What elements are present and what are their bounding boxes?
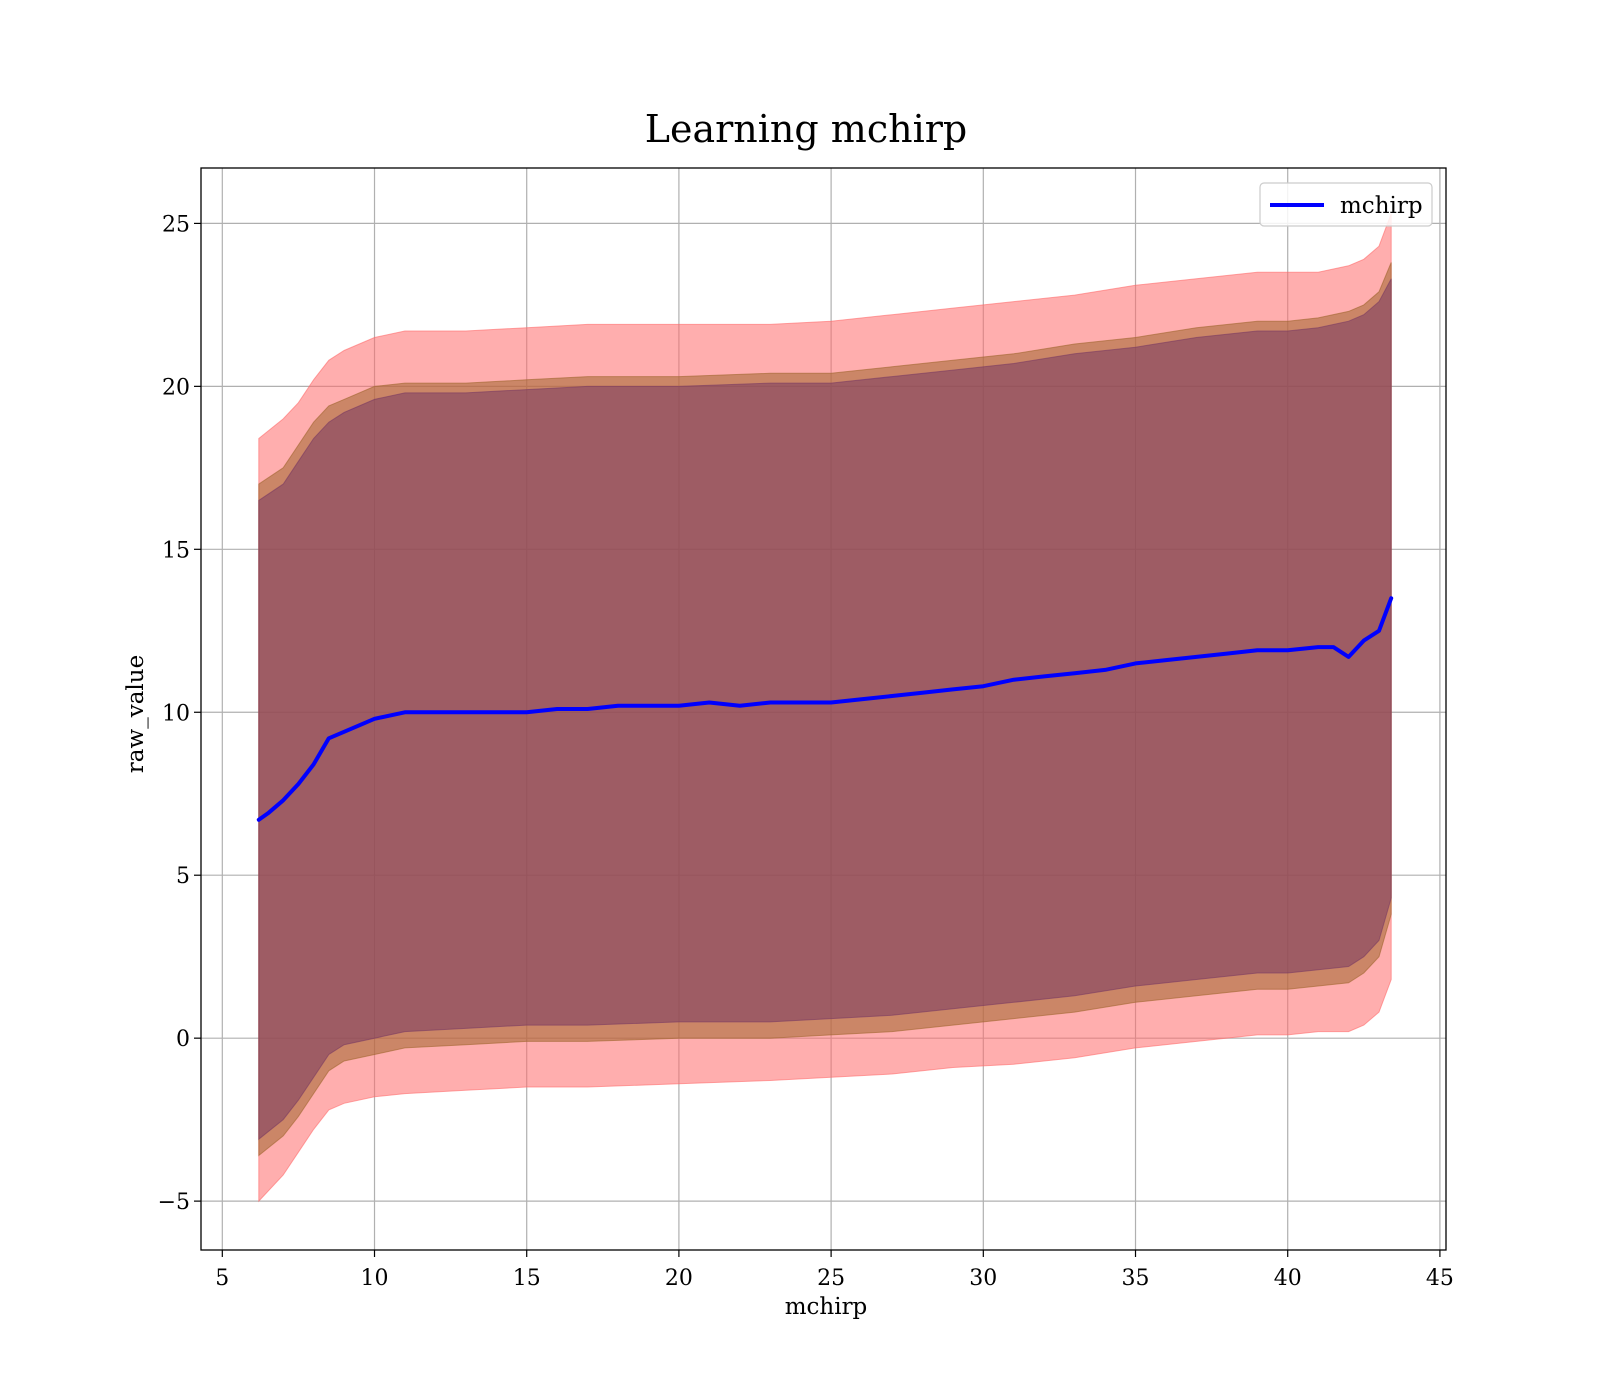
series-point xyxy=(433,710,437,714)
series-point xyxy=(1194,655,1198,659)
y-tick-label: −5 xyxy=(158,1190,190,1215)
series-point xyxy=(707,700,711,705)
x-axis-label: mchirp xyxy=(785,1294,868,1320)
axis-ticks: 5 10 15 20 25 30 35 40 45 −5 0 5 10 15 20 25 xyxy=(158,212,1454,1291)
x-tick-label: 5 xyxy=(215,1266,229,1291)
series-point xyxy=(616,704,620,708)
plot-frame xyxy=(200,167,1447,1251)
y-tick-label: 10 xyxy=(162,701,190,726)
series-point xyxy=(403,710,407,714)
series-point xyxy=(829,700,833,705)
legend: mchirp xyxy=(1259,182,1433,227)
confidence-band-3 xyxy=(258,278,1392,1141)
series-point xyxy=(738,704,742,708)
x-tick-label: 20 xyxy=(665,1266,693,1291)
series-point xyxy=(1225,652,1229,656)
series-point xyxy=(342,730,346,734)
series-point xyxy=(799,700,803,705)
series-point xyxy=(555,707,559,711)
legend-box xyxy=(1259,182,1433,227)
series-point xyxy=(266,811,270,815)
series-point xyxy=(1164,658,1168,662)
series-point xyxy=(494,710,498,714)
series-point xyxy=(890,694,894,698)
series-point xyxy=(1389,596,1393,600)
series-point xyxy=(1255,648,1259,652)
y-tick-label: 0 xyxy=(176,1027,190,1052)
chart-title: Learning mchirp xyxy=(645,107,967,151)
series-point xyxy=(464,710,468,714)
series-point xyxy=(981,684,985,688)
series-point xyxy=(296,782,300,786)
series-point xyxy=(1362,639,1366,643)
x-tick-label: 10 xyxy=(361,1266,389,1291)
series-point xyxy=(1316,645,1320,649)
x-tick-label: 45 xyxy=(1426,1266,1454,1291)
legend-label: mchirp xyxy=(1340,193,1423,219)
series-point xyxy=(312,762,316,767)
series-point xyxy=(525,710,529,714)
x-tick-label: 35 xyxy=(1122,1266,1150,1291)
confidence-bands xyxy=(258,213,1392,1203)
series-point xyxy=(1012,678,1016,682)
y-tick-label: 25 xyxy=(162,212,190,237)
series-point xyxy=(281,798,285,802)
y-tick-label: 15 xyxy=(162,538,190,563)
x-tick-label: 40 xyxy=(1274,1266,1302,1291)
series-point xyxy=(1073,671,1077,675)
y-axis-label: raw_value xyxy=(123,655,149,773)
series-point xyxy=(372,717,377,721)
y-tick-label: 20 xyxy=(162,375,190,400)
series-point xyxy=(1377,629,1381,633)
series-point xyxy=(646,704,651,708)
series-point xyxy=(357,723,361,727)
x-tick-label: 15 xyxy=(513,1266,541,1291)
series-point xyxy=(1347,655,1351,659)
series-point xyxy=(920,691,925,695)
series-point xyxy=(1042,674,1046,679)
series-point xyxy=(860,697,864,701)
series-point xyxy=(1133,661,1138,666)
series-lines xyxy=(256,596,1394,822)
series-point xyxy=(677,704,681,708)
series-point xyxy=(951,687,955,692)
series-point xyxy=(768,700,772,705)
y-tick-label: 5 xyxy=(176,864,190,889)
x-tick-label: 25 xyxy=(817,1266,845,1291)
x-tick-label: 30 xyxy=(969,1266,997,1291)
series-point xyxy=(327,736,331,740)
series-point xyxy=(1286,648,1290,652)
series-point xyxy=(1331,645,1335,649)
series-point xyxy=(586,707,590,711)
series-point xyxy=(1103,668,1107,672)
series-point xyxy=(257,818,261,822)
